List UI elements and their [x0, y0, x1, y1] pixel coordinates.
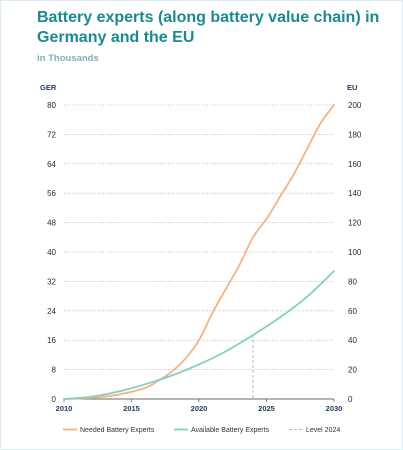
left-tick-label: 40: [47, 248, 56, 257]
x-tick-label: 2025: [258, 404, 275, 413]
right-tick-label: 0: [348, 395, 353, 404]
legend: Needed Battery Experts Available Battery …: [63, 427, 340, 434]
left-tick-label: 16: [47, 336, 56, 345]
left-tick-label: 32: [47, 277, 56, 286]
chart-subtitle: in Thousands: [37, 53, 99, 64]
right-tick-label: 140: [348, 189, 362, 198]
left-tick-label: 24: [47, 307, 56, 316]
x-tick-label: 2010: [56, 404, 73, 413]
legend-available-label: Available Battery Experts: [191, 427, 270, 434]
left-tick-label: 64: [47, 160, 56, 169]
legend-needed-label: Needed Battery Experts: [80, 427, 155, 434]
left-tick-label: 80: [47, 101, 56, 110]
right-tick-label: 200: [348, 101, 362, 110]
left-tick-label: 8: [52, 366, 57, 375]
grid-lines: [64, 104, 334, 371]
right-tick-label: 20: [348, 366, 357, 375]
right-axis-title: EU: [347, 83, 357, 92]
x-tick-label: 2030: [326, 404, 343, 413]
right-tick-label: 60: [348, 307, 357, 316]
available-experts-line: [63, 270, 335, 400]
right-tick-label: 40: [348, 336, 357, 345]
right-tick-label: 120: [348, 219, 362, 228]
right-tick-label: 180: [348, 130, 362, 139]
left-axis-ticks: 0 8 16 24 32 40 48 56 64 72 80: [47, 101, 56, 404]
x-axis: 2010 2015 2020 2025 2030: [56, 398, 343, 413]
needed-experts-line: [63, 104, 335, 400]
right-tick-label: 100: [348, 248, 362, 257]
right-axis-ticks: 0 20 40 60 80 100 120 140 160 180 200: [348, 101, 362, 404]
x-tick-label: 2020: [191, 404, 208, 413]
chart-title: Battery experts (along battery value cha…: [37, 9, 380, 46]
left-tick-label: 0: [52, 395, 57, 404]
x-tick-label: 2015: [123, 404, 140, 413]
right-tick-label: 80: [348, 277, 357, 286]
right-tick-label: 160: [348, 160, 362, 169]
left-axis-title: GER: [40, 83, 57, 92]
left-tick-label: 72: [47, 130, 56, 139]
left-tick-label: 56: [47, 189, 56, 198]
plot-area: [63, 104, 335, 400]
left-tick-label: 48: [47, 219, 56, 228]
legend-level-2024-label: Level 2024: [306, 427, 340, 434]
